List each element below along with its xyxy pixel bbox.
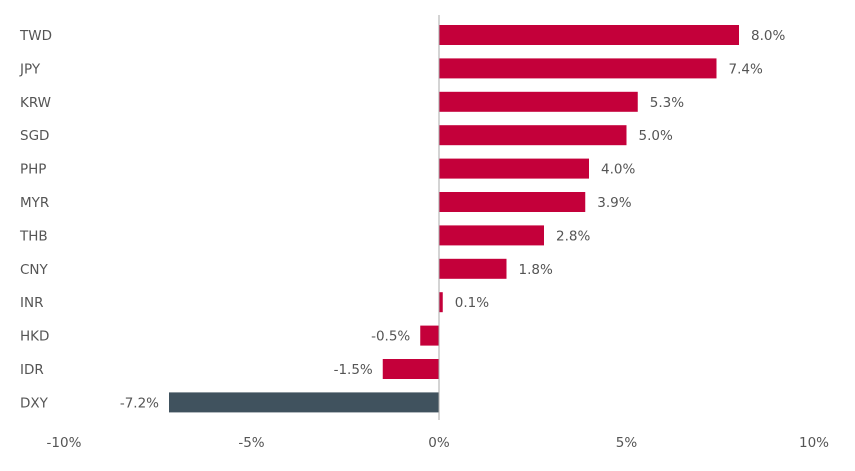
x-tick-label: 10% [799, 435, 829, 451]
data-label: 0.1% [455, 295, 489, 311]
data-label: 2.8% [556, 228, 590, 244]
bar-sgd [439, 125, 627, 146]
data-label: 7.4% [729, 61, 763, 77]
data-label: -0.5% [371, 329, 410, 345]
category-label: DXY [20, 395, 49, 411]
bar-inr [439, 292, 443, 313]
category-label: IDR [20, 362, 44, 378]
bar-idr [382, 359, 439, 379]
data-label: -1.5% [334, 362, 373, 378]
x-tick-label: -5% [238, 435, 264, 451]
data-label: 5.0% [639, 128, 673, 144]
category-label: THB [19, 228, 48, 244]
category-label: KRW [20, 95, 51, 111]
bar-jpy [439, 58, 717, 79]
category-label: CNY [20, 262, 49, 278]
data-label: -7.2% [120, 395, 159, 411]
category-label: PHP [20, 162, 46, 178]
category-label: MYR [20, 195, 49, 211]
data-label: 8.0% [751, 28, 785, 44]
bar-hkd [420, 325, 439, 346]
data-label: 4.0% [601, 162, 635, 178]
bar-cny [439, 258, 507, 279]
x-tick-label: 0% [428, 435, 450, 451]
bar-dxy [169, 392, 439, 413]
x-tick-label: -10% [47, 435, 82, 451]
bar-twd [439, 25, 739, 45]
bar-php [439, 158, 589, 179]
category-label: HKD [20, 329, 49, 345]
category-label: SGD [20, 128, 49, 144]
data-label: 1.8% [519, 262, 553, 278]
bar-krw [439, 91, 638, 112]
bar-myr [439, 192, 586, 212]
category-label: JPY [19, 61, 41, 77]
bar-thb [439, 225, 544, 246]
category-label: TWD [19, 28, 52, 44]
data-label: 3.9% [597, 195, 631, 211]
data-label: 5.3% [650, 95, 684, 111]
x-tick-label: 5% [616, 435, 638, 451]
category-label: INR [20, 295, 43, 311]
